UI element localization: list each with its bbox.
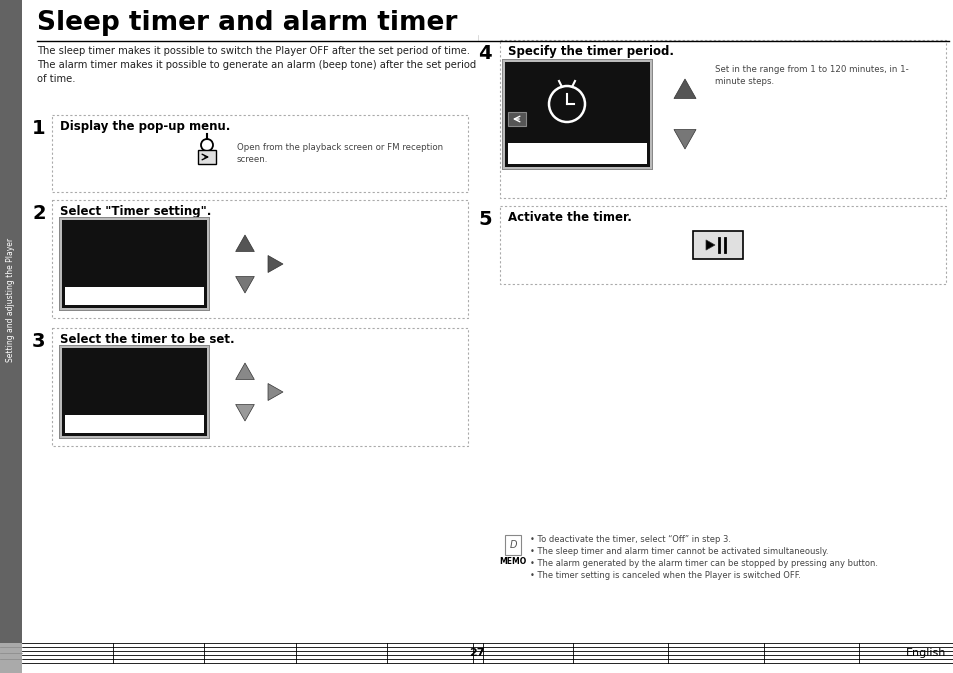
Polygon shape — [705, 240, 714, 250]
Text: • The sleep timer and alarm timer cannot be activated simultaneously.: • The sleep timer and alarm timer cannot… — [530, 547, 827, 556]
FancyBboxPatch shape — [22, 0, 953, 673]
Polygon shape — [673, 79, 696, 98]
Polygon shape — [235, 363, 254, 380]
Text: 1: 1 — [32, 119, 46, 138]
Text: • The timer setting is canceled when the Player is switched OFF.: • The timer setting is canceled when the… — [530, 571, 800, 580]
FancyBboxPatch shape — [692, 231, 742, 259]
FancyBboxPatch shape — [52, 115, 468, 192]
Text: • The alarm generated by the alarm timer can be stopped by pressing any button.: • The alarm generated by the alarm timer… — [530, 559, 877, 568]
FancyBboxPatch shape — [62, 220, 207, 308]
FancyBboxPatch shape — [62, 348, 207, 436]
Text: Sleep timer and alarm timer: Sleep timer and alarm timer — [37, 10, 456, 36]
FancyBboxPatch shape — [0, 0, 22, 673]
FancyBboxPatch shape — [499, 206, 945, 284]
Text: English: English — [904, 648, 945, 658]
Text: Set in the range from 1 to 120 minutes, in 1-
minute steps.: Set in the range from 1 to 120 minutes, … — [714, 65, 908, 87]
Text: Setting and adjusting the Player: Setting and adjusting the Player — [7, 238, 15, 362]
Polygon shape — [235, 404, 254, 421]
FancyBboxPatch shape — [198, 150, 215, 164]
FancyBboxPatch shape — [22, 643, 953, 673]
Polygon shape — [235, 235, 254, 252]
FancyBboxPatch shape — [60, 218, 209, 310]
Text: Specify the timer period.: Specify the timer period. — [507, 45, 673, 58]
Polygon shape — [268, 256, 283, 273]
FancyBboxPatch shape — [499, 40, 945, 198]
Text: The sleep timer makes it possible to switch the Player OFF after the set period : The sleep timer makes it possible to swi… — [37, 46, 476, 84]
FancyBboxPatch shape — [52, 328, 468, 446]
FancyBboxPatch shape — [504, 535, 520, 555]
Polygon shape — [673, 129, 696, 149]
Polygon shape — [235, 277, 254, 293]
FancyBboxPatch shape — [52, 200, 468, 318]
FancyBboxPatch shape — [59, 345, 210, 439]
Text: Activate the timer.: Activate the timer. — [507, 211, 631, 224]
Text: D: D — [509, 540, 517, 550]
Text: 27: 27 — [469, 648, 484, 658]
Text: MEMO: MEMO — [498, 557, 526, 566]
FancyBboxPatch shape — [504, 62, 649, 167]
Text: 5: 5 — [477, 210, 491, 229]
Text: Select the timer to be set.: Select the timer to be set. — [60, 333, 234, 346]
Text: • To deactivate the timer, select “Off” in step 3.: • To deactivate the timer, select “Off” … — [530, 535, 730, 544]
FancyBboxPatch shape — [507, 112, 525, 126]
Text: 3: 3 — [32, 332, 46, 351]
Text: Display the pop-up menu.: Display the pop-up menu. — [60, 120, 230, 133]
FancyBboxPatch shape — [60, 346, 209, 438]
FancyBboxPatch shape — [65, 415, 204, 433]
Text: 2: 2 — [32, 204, 46, 223]
Text: Open from the playback screen or FM reception
screen.: Open from the playback screen or FM rece… — [236, 143, 442, 164]
Text: Select "Timer setting".: Select "Timer setting". — [60, 205, 212, 218]
FancyBboxPatch shape — [501, 59, 652, 170]
FancyBboxPatch shape — [59, 217, 210, 311]
Text: 4: 4 — [477, 44, 491, 63]
FancyBboxPatch shape — [507, 143, 646, 164]
FancyBboxPatch shape — [502, 60, 651, 169]
Polygon shape — [268, 384, 283, 400]
FancyBboxPatch shape — [0, 643, 22, 673]
FancyBboxPatch shape — [65, 287, 204, 305]
